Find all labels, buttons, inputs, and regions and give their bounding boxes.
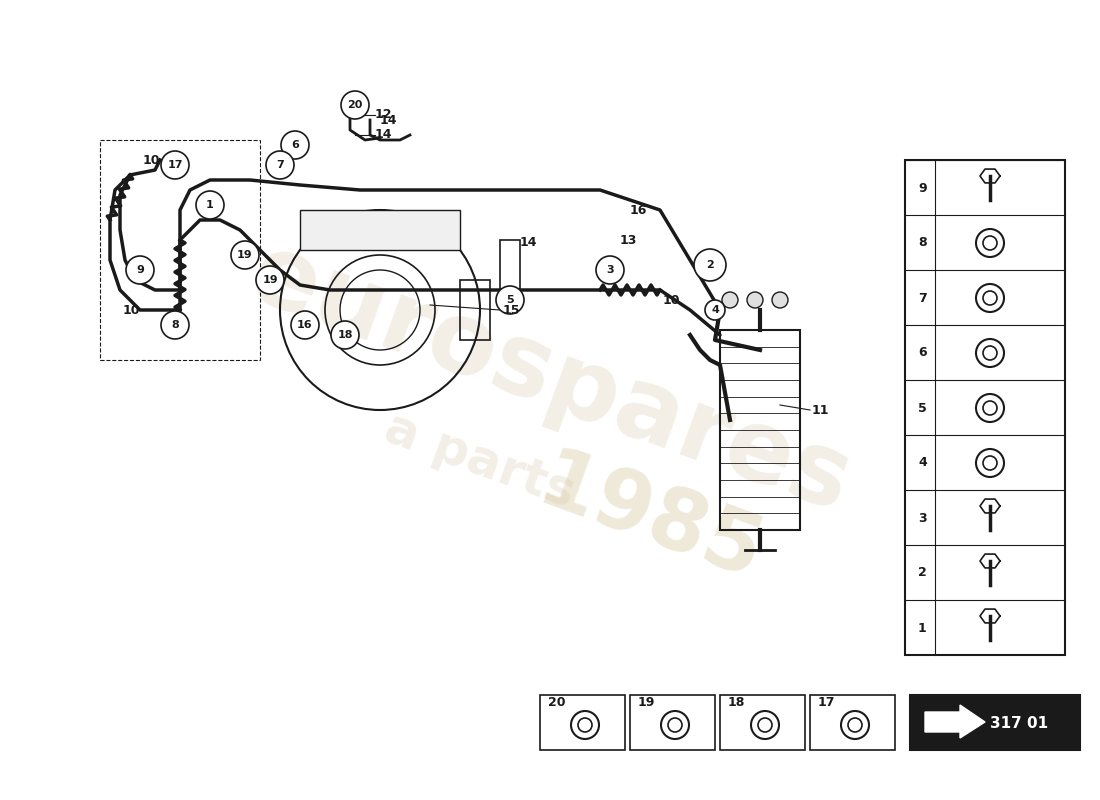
Text: 5: 5: [506, 295, 514, 305]
Text: 6: 6: [918, 346, 926, 359]
Bar: [720, 330, 800, 530]
Text: 13: 13: [620, 234, 637, 246]
Text: 10: 10: [662, 294, 680, 306]
Circle shape: [231, 241, 258, 269]
Text: 5: 5: [918, 402, 926, 414]
Text: 1: 1: [918, 622, 926, 634]
Circle shape: [126, 256, 154, 284]
Text: 10: 10: [143, 154, 160, 166]
Text: 17: 17: [167, 160, 183, 170]
Circle shape: [161, 151, 189, 179]
Text: 3: 3: [918, 511, 926, 525]
Text: 8: 8: [918, 237, 926, 250]
Polygon shape: [925, 705, 985, 738]
Text: 3: 3: [606, 265, 614, 275]
Text: 15: 15: [503, 303, 520, 317]
Text: 9: 9: [136, 265, 144, 275]
Text: 16: 16: [297, 320, 312, 330]
Text: 7: 7: [276, 160, 284, 170]
Text: 20: 20: [548, 695, 565, 709]
Text: 4: 4: [711, 305, 719, 315]
Circle shape: [161, 311, 189, 339]
Circle shape: [705, 300, 725, 320]
Text: 10: 10: [122, 303, 140, 317]
Text: 16: 16: [630, 203, 648, 217]
Text: 6: 6: [292, 140, 299, 150]
Bar: [905, 160, 1065, 655]
Text: 18: 18: [338, 330, 353, 340]
Text: 19: 19: [238, 250, 253, 260]
Bar: [630, 695, 715, 750]
Text: 14: 14: [520, 235, 538, 249]
Text: 317 01: 317 01: [990, 715, 1048, 730]
Text: 2: 2: [706, 260, 714, 270]
Text: 17: 17: [818, 695, 836, 709]
Circle shape: [596, 256, 624, 284]
Text: 1: 1: [206, 200, 213, 210]
Text: 11: 11: [812, 403, 829, 417]
Circle shape: [196, 191, 224, 219]
Text: 8: 8: [172, 320, 179, 330]
Circle shape: [256, 266, 284, 294]
Circle shape: [747, 292, 763, 308]
Text: 20: 20: [348, 100, 363, 110]
Text: 19: 19: [262, 275, 278, 285]
Text: 1985: 1985: [527, 442, 773, 598]
Bar: [300, 210, 460, 250]
Circle shape: [331, 321, 359, 349]
Text: 19: 19: [638, 695, 656, 709]
Text: 12: 12: [375, 109, 393, 122]
Circle shape: [266, 151, 294, 179]
Circle shape: [341, 91, 368, 119]
Text: 14: 14: [375, 129, 393, 142]
Bar: [460, 280, 490, 340]
Circle shape: [772, 292, 788, 308]
Text: 7: 7: [918, 291, 926, 305]
Circle shape: [292, 311, 319, 339]
Circle shape: [496, 286, 524, 314]
Text: 2: 2: [918, 566, 926, 579]
Circle shape: [280, 131, 309, 159]
Text: eurospares: eurospares: [236, 226, 864, 534]
Circle shape: [722, 292, 738, 308]
Bar: [810, 695, 895, 750]
Text: 18: 18: [728, 695, 746, 709]
Text: 4: 4: [918, 457, 926, 470]
Text: 14: 14: [379, 114, 397, 126]
Bar: [500, 240, 520, 290]
Bar: [100, 140, 260, 360]
Circle shape: [694, 249, 726, 281]
Bar: [540, 695, 625, 750]
Text: 9: 9: [918, 182, 926, 194]
Bar: [910, 695, 1080, 750]
Text: a parts: a parts: [378, 403, 582, 517]
Bar: [720, 695, 805, 750]
